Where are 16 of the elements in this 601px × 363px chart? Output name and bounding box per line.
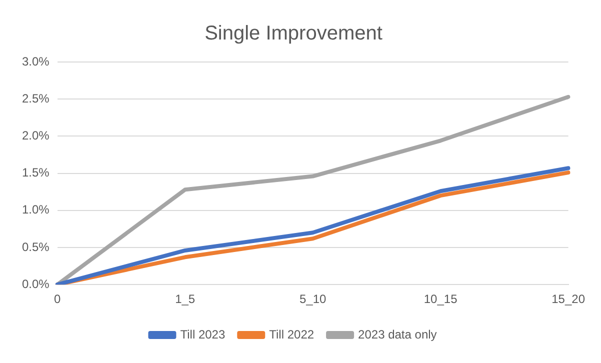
chart-title: Single Improvement <box>204 22 383 45</box>
y-tick-label: 2.0% <box>22 128 50 143</box>
y-tick-label: 2.5% <box>22 91 50 106</box>
x-tick-label: 5_10 <box>299 292 327 306</box>
y-tick-label: 1.5% <box>22 166 50 180</box>
y-tick-label: 0.0% <box>22 276 50 291</box>
legend-label: Till 2022 <box>269 327 314 342</box>
y-tick-label: 1.0% <box>22 202 50 217</box>
x-tick-label: 1_5 <box>175 292 196 306</box>
legend-label: Till 2023 <box>180 327 226 342</box>
x-tick-label: 10_15 <box>424 292 458 306</box>
y-tick-label: 0.5% <box>22 240 50 254</box>
legend-label: 2023 data only <box>358 327 437 342</box>
x-tick-label: 15_20 <box>552 292 586 306</box>
y-tick-label: 3.0% <box>22 54 50 68</box>
x-tick-label: 0 <box>54 292 62 306</box>
